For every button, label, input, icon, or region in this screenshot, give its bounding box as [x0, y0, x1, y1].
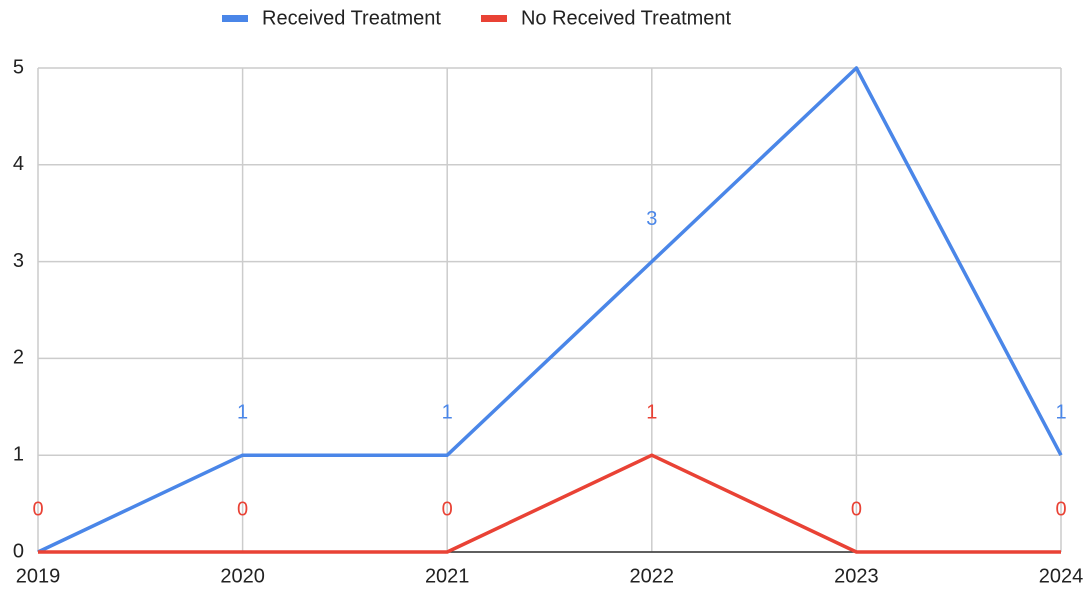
x-tick-label: 2019: [16, 565, 61, 587]
y-tick-label: 4: [13, 153, 24, 175]
data-label: 0: [1055, 498, 1066, 520]
data-label: 0: [32, 498, 43, 520]
data-label: 1: [442, 401, 453, 423]
y-tick-label: 0: [13, 540, 24, 562]
legend-label: Received Treatment: [262, 7, 441, 29]
legend-swatch: [480, 15, 507, 22]
y-tick-label: 1: [13, 443, 24, 465]
y-tick-label: 5: [13, 56, 24, 78]
y-tick-label: 2: [13, 347, 24, 369]
data-label: 1: [646, 401, 657, 423]
data-label: 1: [237, 401, 248, 423]
series-line: [37, 66, 1063, 554]
data-label: 0: [442, 498, 453, 520]
x-tick-label: 2022: [630, 565, 675, 587]
data-label: 3: [646, 208, 657, 230]
legend-label: No Received Treatment: [521, 7, 732, 29]
data-label: 0: [237, 498, 248, 520]
legend-swatch: [222, 15, 248, 22]
x-tick-label: 2023: [834, 565, 879, 587]
x-tick-label: 2024: [1039, 565, 1084, 587]
data-label: 1: [1055, 401, 1066, 423]
y-tick-label: 3: [13, 250, 24, 272]
data-label: 0: [851, 498, 862, 520]
series-line: [38, 453, 1061, 554]
x-tick-label: 2020: [220, 565, 265, 587]
x-tick-label: 2021: [425, 565, 470, 587]
